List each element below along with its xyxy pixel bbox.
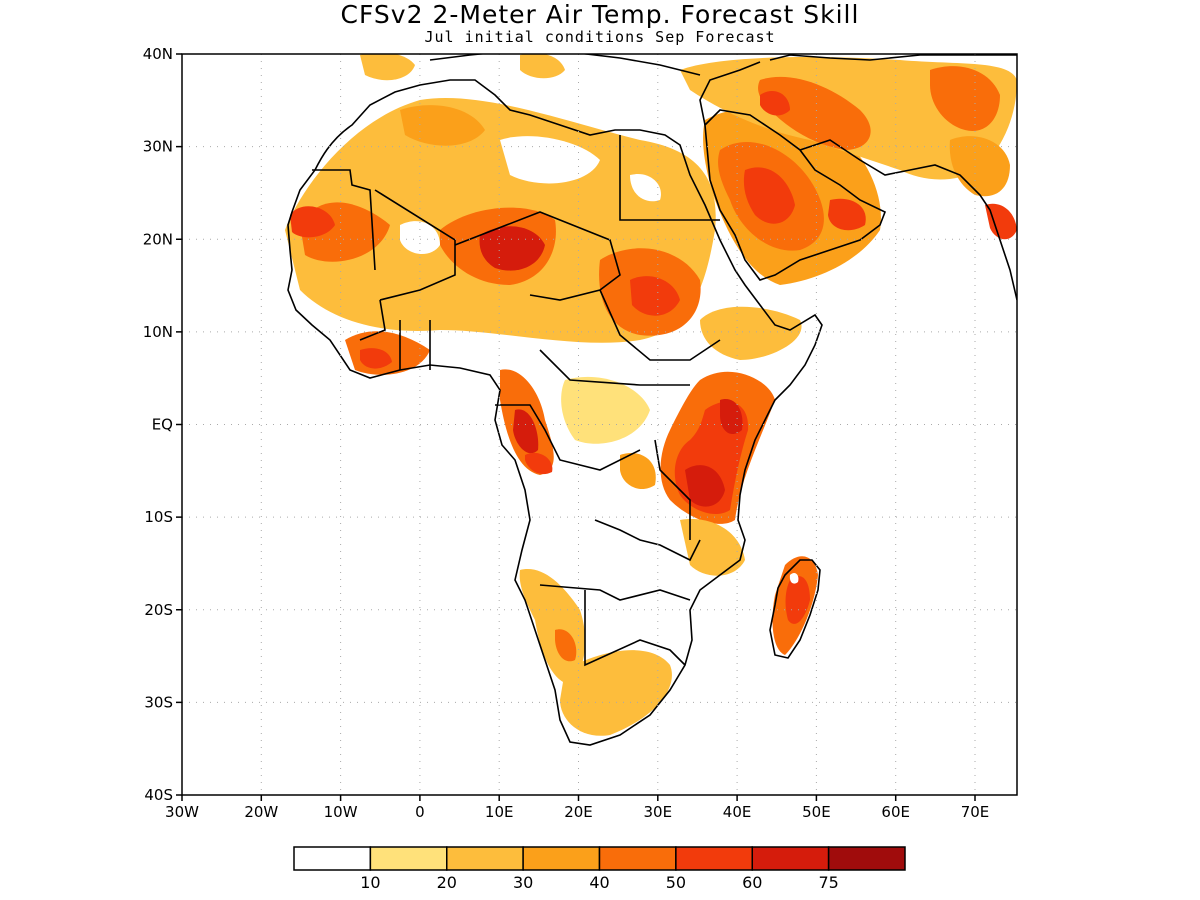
- colorbar-label: 10: [360, 873, 380, 892]
- x-tick-label: 30W: [165, 803, 199, 821]
- x-tick-label: 30E: [644, 803, 673, 821]
- colorbar-label: 75: [818, 873, 838, 892]
- map-subtitle: Jul initial conditions Sep Forecast: [424, 28, 776, 46]
- colorbar-swatch: [675, 846, 753, 871]
- x-tick-label: 10W: [324, 803, 358, 821]
- y-tick-label: 40S: [144, 786, 173, 804]
- x-tick-label: 20W: [244, 803, 278, 821]
- colorbar-swatch: [522, 846, 601, 871]
- x-tick-label: 60E: [881, 803, 910, 821]
- colorbar-swatch: [827, 846, 906, 871]
- y-tick-label: 30N: [143, 138, 173, 156]
- colorbar-label: 40: [589, 873, 609, 892]
- y-tick-label: 10S: [144, 508, 173, 526]
- x-tick-label: 0: [415, 803, 425, 821]
- x-tick-label: 70E: [961, 803, 990, 821]
- colorbar-swatch: [293, 846, 372, 871]
- map-title: CFSv2 2-Meter Air Temp. Forecast Skill: [340, 0, 860, 29]
- y-tick-label: 20N: [143, 230, 173, 248]
- coastlines: [287, 54, 1017, 746]
- y-tick-label: 30S: [144, 693, 173, 711]
- x-tick-label: 20E: [564, 803, 593, 821]
- colorbar-label: 60: [742, 873, 762, 892]
- colorbar-label: 20: [437, 873, 457, 892]
- colorbar-swatch: [751, 846, 830, 871]
- x-axis: 30W 20W 10W 0 10E 20E 30E 40E 50E 60E 70E: [165, 795, 989, 821]
- x-tick-label: 10E: [485, 803, 514, 821]
- skill-shading: [285, 54, 1017, 736]
- colorbar-label: 30: [513, 873, 533, 892]
- colorbar-swatch: [598, 846, 677, 871]
- y-tick-label: EQ: [152, 416, 173, 434]
- colorbar-swatch: [369, 846, 448, 871]
- y-tick-label: 10N: [143, 323, 173, 341]
- colorbar-swatch: [446, 846, 524, 871]
- colorbar: 10 20 30 40 50 60 75: [293, 846, 906, 892]
- y-tick-label: 40N: [143, 45, 173, 63]
- x-tick-label: 50E: [802, 803, 831, 821]
- y-tick-label: 20S: [144, 601, 173, 619]
- y-axis: 40N 30N 20N 10N EQ 10S 20S 30S 40S: [143, 45, 182, 804]
- colorbar-label: 50: [666, 873, 686, 892]
- x-tick-label: 40E: [723, 803, 752, 821]
